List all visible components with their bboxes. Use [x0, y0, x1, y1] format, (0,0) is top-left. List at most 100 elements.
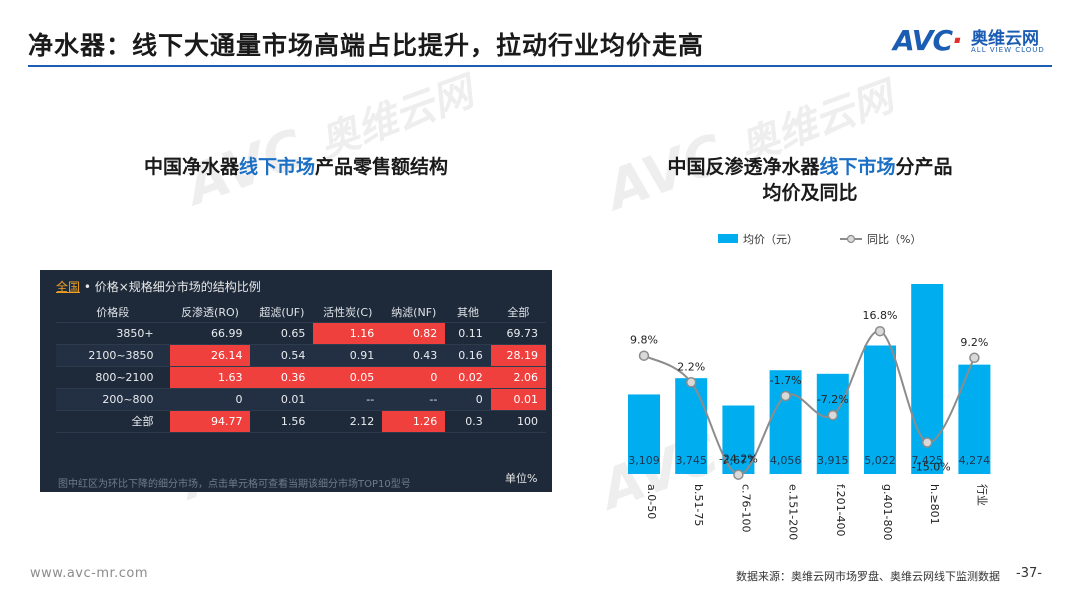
category-tick-label: e.151-200	[787, 484, 800, 540]
table-cell[interactable]: 0.91	[313, 344, 383, 367]
title-rule	[28, 65, 1052, 67]
table-row: 3850+ 66.99 0.65 1.16 0.82 0.11 69.73	[56, 322, 546, 345]
table-row: 全部 94.77 1.56 2.12 1.26 0.3 100	[56, 410, 546, 433]
bar	[769, 370, 802, 474]
category-tick-label: h.≥801	[928, 484, 941, 525]
yoy-point	[921, 437, 933, 448]
structure-table: 价格段 反渗透(RO) 超滤(UF) 活性炭(C) 纳滤(NF) 其他 全部 3850+ 66…	[56, 302, 546, 433]
category-tick-label: a.0-50	[645, 484, 658, 519]
logo-mark: AVC·	[893, 24, 963, 57]
table-cell[interactable]: 2.06	[490, 366, 546, 389]
category-tick-label: b.51-75	[692, 484, 705, 526]
avc-logo: AVC· 奥维云网 ALL VIEW CLOUD	[893, 22, 1053, 58]
yoy-value-label: -1.7%	[770, 374, 802, 387]
bar	[816, 373, 849, 474]
table-note: 图中红区为环比下降的细分市场，点击单元格可查看当期该细分市场TOP10型号	[58, 479, 411, 490]
yoy-point	[780, 390, 791, 402]
yoy-value-label: -15.0%	[912, 461, 951, 474]
table-cell[interactable]: 0.01	[250, 388, 314, 411]
table-unit: 单位%	[505, 472, 538, 485]
table-cell[interactable]: 0.02	[445, 366, 491, 389]
table-cell[interactable]: 0	[169, 388, 251, 411]
table-header-cell: 其他	[445, 302, 491, 323]
slide-title: 净水器：线下大通量市场高端占比提升，拉动行业均价走高	[28, 31, 705, 60]
table-cell[interactable]: 0.54	[250, 344, 314, 367]
table-header-cell: 反渗透(RO)	[169, 302, 251, 323]
bar	[628, 394, 660, 474]
table-header-cell: 全部	[490, 302, 546, 323]
yoy-point	[733, 469, 744, 480]
table-cell[interactable]: 0.3	[445, 410, 491, 433]
table-cell[interactable]: 1.56	[250, 410, 314, 433]
table-cell[interactable]: 0	[445, 388, 491, 411]
yoy-value-label: 16.8%	[863, 309, 898, 322]
category-tick-label: c.76-100	[739, 484, 752, 533]
bar-value-label: 2,677	[723, 454, 755, 467]
table-header-cell: 价格段	[56, 302, 170, 323]
bar-value-label: 3,915	[817, 454, 849, 467]
logo-cn-text: 奥维云网	[971, 29, 1039, 49]
avg-price-chart: 均价（元） 同比（%） 3,109 a.0-50 3,745 b.51-75 2,677 c.…	[628, 233, 991, 540]
table-cell[interactable]: 0.36	[250, 366, 314, 389]
table-cell[interactable]: 1.26	[382, 410, 446, 433]
bar-value-label: 4,274	[959, 454, 991, 467]
footer-source: 数据来源：奥维云网市场罗盘、奥维云网线下监测数据	[736, 570, 1000, 583]
structure-table-panel: 全国 • 价格×规格细分市场的结构比例 价格段 反渗透(RO) 超滤(UF) 活性炭(…	[40, 270, 552, 492]
table-cell[interactable]: --	[382, 388, 446, 411]
bar-value-label: 3,745	[675, 454, 707, 467]
category-tick-label: f.201-400	[834, 484, 847, 537]
yoy-value-label: 2.2%	[677, 360, 705, 373]
table-cell[interactable]: 0.43	[382, 344, 446, 367]
right-panel-title: 中国反渗透净水器线下市场分产品 均价及同比	[667, 156, 953, 204]
table-cell[interactable]: 0.16	[445, 344, 491, 367]
logo-en-text: ALL VIEW CLOUD	[971, 46, 1045, 54]
table-cell[interactable]: 0.82	[382, 322, 446, 345]
bar-value-label: 4,056	[770, 454, 802, 467]
table-cell[interactable]: 28.19	[490, 344, 546, 367]
bar-value-label: 5,022	[864, 454, 896, 467]
table-cell[interactable]: 69.73	[490, 322, 546, 345]
table-header-cell: 纳滤(NF)	[382, 302, 446, 323]
row-label: 200~800	[56, 388, 170, 411]
yoy-point	[969, 352, 980, 364]
table-cell[interactable]: 0.65	[250, 322, 314, 345]
bar	[675, 378, 708, 474]
yoy-value-label: 9.2%	[960, 336, 988, 349]
watermark-left: AVC 奥维云网	[178, 69, 480, 218]
table-cell[interactable]: 94.77	[169, 410, 251, 433]
table-cell[interactable]: --	[313, 388, 383, 411]
legend-line-marker	[846, 234, 856, 244]
table-cell[interactable]: 66.99	[169, 322, 251, 345]
row-label: 2100~3850	[56, 344, 170, 367]
table-row: 2100~3850 26.14 0.54 0.91 0.43 0.16 28.19	[56, 344, 546, 367]
bar-value-label: 7,425	[911, 454, 943, 467]
legend-line-label: 同比（%）	[867, 233, 921, 246]
yoy-point	[638, 350, 650, 361]
footer-website: www.avc-mr.com	[30, 566, 149, 581]
yoy-value-label: -7.2%	[817, 393, 849, 406]
table-cell[interactable]: 1.16	[313, 322, 383, 345]
table-cell[interactable]: 0.05	[313, 366, 383, 389]
row-label: 全部	[56, 410, 170, 433]
row-label: 800~2100	[56, 366, 170, 389]
table-row: 200~800 0 0.01 -- -- 0 0.01	[56, 388, 546, 411]
table-cell[interactable]: 0	[382, 366, 446, 389]
row-label: 3850+	[56, 322, 170, 345]
yoy-point	[874, 325, 886, 337]
legend-bar-swatch	[718, 234, 738, 243]
category-tick-label: g.401-800	[881, 484, 894, 540]
yoy-point	[685, 377, 697, 388]
scope-link[interactable]: 全国	[56, 280, 81, 294]
table-row: 800~2100 1.63 0.36 0.05 0 0.02 2.06	[56, 366, 546, 389]
bar	[864, 345, 896, 474]
yoy-value-label: -24.2%	[719, 453, 758, 466]
table-cell[interactable]: 0.01	[490, 388, 546, 411]
yoy-point	[827, 409, 839, 421]
table-cell[interactable]: 0.11	[445, 322, 491, 345]
table-cell[interactable]: 2.12	[313, 410, 383, 433]
table-cell[interactable]: 1.63	[169, 366, 251, 389]
table-cell[interactable]: 100	[490, 410, 546, 433]
legend-bar-label: 均价（元）	[743, 233, 798, 246]
table-cell[interactable]: 26.14	[169, 344, 251, 367]
yoy-value-label: 9.8%	[630, 334, 658, 347]
